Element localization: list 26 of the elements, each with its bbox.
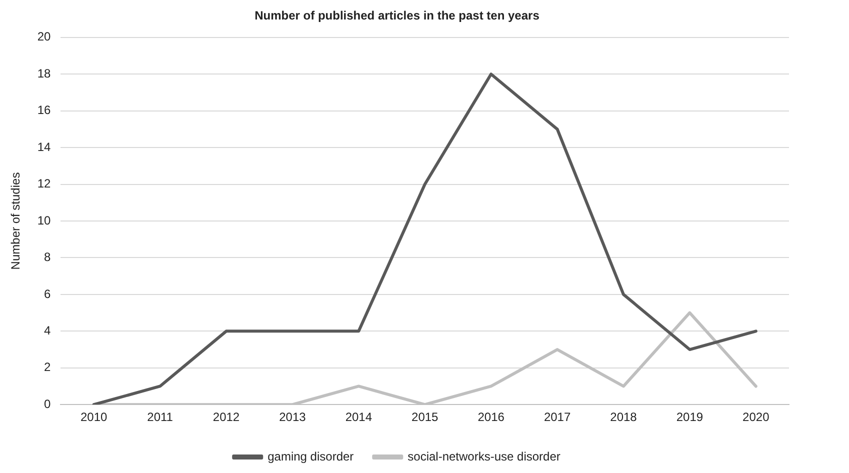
y-tick-label: 12 [37,176,52,191]
y-tick-label: 4 [44,323,52,338]
x-tick-label: 2015 [412,410,439,424]
y-tick-label: 18 [37,66,52,80]
y-tick-label: 8 [44,250,52,264]
y-tick-label: 10 [37,213,52,228]
y-tick-label: 0 [44,396,52,411]
legend-label: social-networks-use disorder [408,449,560,464]
legend-label: gaming disorder [268,449,354,464]
y-tick-label: 16 [37,103,52,118]
x-tick-label: 2020 [742,410,770,424]
x-tick-label: 2017 [544,410,571,424]
y-tick-label: 6 [44,286,52,301]
y-tick-label: 20 [37,30,52,44]
x-tick-label: 2018 [610,410,638,424]
x-tick-label: 2012 [212,410,240,424]
x-tick-label: 2011 [147,410,174,424]
y-axis-title: Number of studies [8,172,23,270]
chart-title: Number of published articles in the past ten years [254,8,540,23]
x-tick-label: 2016 [478,410,505,424]
y-tick-label: 2 [44,360,52,374]
x-tick-label: 2019 [676,410,704,424]
x-tick-label: 2010 [80,410,108,424]
x-tick-label: 2013 [279,410,306,424]
x-tick-label: 2014 [345,410,372,424]
y-tick-label: 14 [37,140,52,154]
